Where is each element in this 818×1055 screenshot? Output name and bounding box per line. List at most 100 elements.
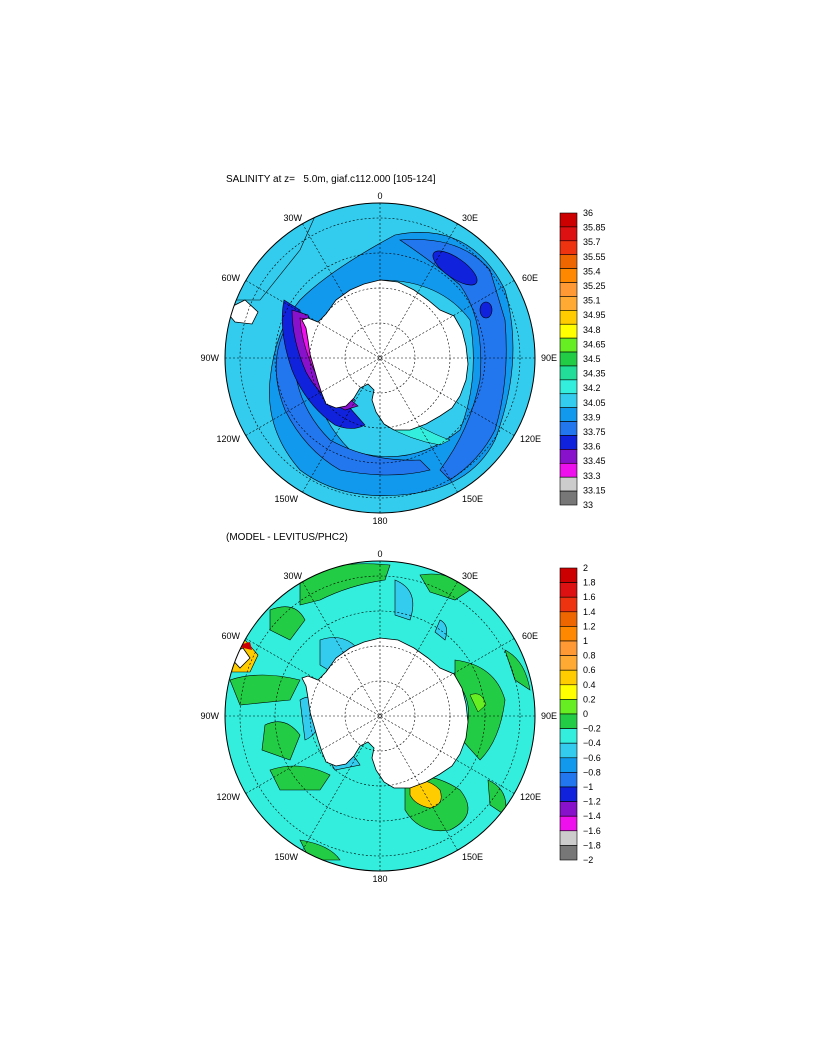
difference-colorbar-swatch <box>559 611 578 627</box>
lon-label-90w-diff: 90W <box>200 711 219 721</box>
difference-colorbar-swatch <box>559 669 578 686</box>
salinity-colorbar-swatch <box>559 254 578 269</box>
salinity-colorbar-swatch <box>559 476 578 492</box>
lon-label-60e-diff: 60E <box>522 631 538 641</box>
salinity-colorbar-swatch <box>559 365 578 381</box>
salinity-colorbar: 36 35.85 35.7 35.55 35.4 35.25 35.1 34.95 34.8 34… <box>559 208 606 510</box>
difference-colorbar-swatch <box>559 655 578 671</box>
lon-label-150w-diff: 150W <box>274 852 298 862</box>
salinity-colorbar-tick-label: 34.65 <box>583 339 606 349</box>
difference-colorbar-swatch <box>559 815 578 832</box>
difference-colorbar-swatch <box>559 772 578 788</box>
difference-colorbar-tick-label: −0.8 <box>583 767 601 777</box>
difference-colorbar-swatch <box>559 596 578 613</box>
salinity-colorbar-swatch <box>559 393 578 408</box>
difference-colorbar-tick-label: −1 <box>583 782 593 792</box>
salinity-colorbar-tick-label: 35.4 <box>583 266 601 276</box>
salinity-colorbar-tick-label: 35.25 <box>583 281 606 291</box>
salinity-colorbar-tick-label: 34.8 <box>583 325 601 335</box>
salinity-colorbar-tick-label: 33 <box>583 500 593 510</box>
difference-colorbar-swatch <box>559 699 578 715</box>
lon-label-120e: 120E <box>520 434 541 444</box>
lon-label-0-diff: 0 <box>377 549 382 559</box>
salinity-colorbar-swatch <box>559 296 578 311</box>
lon-label-150w: 150W <box>274 494 298 504</box>
difference-colorbar-swatch <box>559 713 578 729</box>
lon-label-90e: 90E <box>541 353 557 363</box>
salinity-colorbar-tick-label: 35.85 <box>583 223 606 233</box>
salinity-colorbar-swatch <box>559 323 578 339</box>
difference-colorbar-swatch <box>559 640 578 656</box>
lon-label-0: 0 <box>377 191 382 201</box>
salinity-colorbar-swatch <box>559 435 578 450</box>
salinity-colorbar-swatch <box>559 337 578 353</box>
salinity-colorbar-tick-label: 34.2 <box>583 383 601 393</box>
salinity-colorbar-tick-label: 33.75 <box>583 427 606 437</box>
salinity-colorbar-swatch <box>559 212 578 228</box>
graticule <box>225 203 535 513</box>
difference-colorbar-tick-label: 0.2 <box>583 694 596 704</box>
salinity-colorbar-tick-label: 33.9 <box>583 412 601 422</box>
difference-colorbar-tick-label: −1.6 <box>583 826 601 836</box>
difference-colorbar-tick-label: −1.2 <box>583 797 601 807</box>
salinity-colorbar-swatch <box>559 282 578 297</box>
lon-label-180: 180 <box>372 516 387 526</box>
lon-label-150e: 150E <box>462 494 483 504</box>
difference-colorbar-tick-label: 1 <box>583 636 588 646</box>
lon-label-120w: 120W <box>216 434 240 444</box>
difference-colorbar-tick-label: 0.4 <box>583 680 596 690</box>
difference-colorbar-swatch <box>559 830 578 846</box>
salinity-colorbar-swatch <box>559 462 578 478</box>
map-title-salinity: SALINITY at z= 5.0m, giaf.c112.000 [105-… <box>226 174 436 185</box>
difference-colorbar-tick-label: −2 <box>583 855 593 865</box>
difference-colorbar-tick-label: 2 <box>583 563 588 573</box>
difference-colorbar-tick-label: 1.8 <box>583 578 596 588</box>
difference-colorbar-tick-label: 1.4 <box>583 607 596 617</box>
difference-colorbar-swatch <box>559 582 578 598</box>
salinity-map: 0 30E 60E 90E 120E 150E 180 150W 120W 90… <box>200 191 557 526</box>
difference-colorbar: 2 1.8 1.6 1.4 1.2 1 0.8 0.6 0.4 0.2 0 −0.2 −0.4 −0.6 −… <box>559 563 601 865</box>
difference-colorbar-swatch <box>559 567 578 583</box>
lon-label-120w-diff: 120W <box>216 792 240 802</box>
difference-colorbar-swatch <box>559 684 578 700</box>
lon-label-60e: 60E <box>522 273 538 283</box>
lon-label-60w: 60W <box>221 273 240 283</box>
salinity-colorbar-tick-label: 34.95 <box>583 310 606 320</box>
difference-colorbar-swatch <box>559 757 578 773</box>
difference-colorbar-tick-label: 1.6 <box>583 592 596 602</box>
lon-label-30w-diff: 30W <box>283 571 302 581</box>
salinity-lens-east <box>432 250 478 286</box>
lon-label-90e-diff: 90E <box>541 711 557 721</box>
difference-colorbar-tick-label: −0.6 <box>583 753 601 763</box>
difference-colorbar-swatch <box>559 742 578 759</box>
difference-map: 0 30E 60E 90E 120E 150E 180 150W 120W 90… <box>200 549 557 884</box>
salinity-colorbar-tick-label: 33.3 <box>583 471 601 481</box>
salinity-colorbar-tick-label: 35.55 <box>583 252 606 262</box>
graticule-diff <box>225 561 535 871</box>
difference-colorbar-tick-label: −0.4 <box>583 738 601 748</box>
lon-label-60w-diff: 60W <box>221 631 240 641</box>
lon-label-180-diff: 180 <box>372 874 387 884</box>
salinity-colorbar-swatch <box>559 449 578 464</box>
lon-label-30w: 30W <box>283 213 302 223</box>
salinity-colorbar-swatch <box>559 407 578 422</box>
salinity-band-33-75-west <box>275 319 431 476</box>
salinity-colorbar-swatch <box>559 310 578 325</box>
difference-colorbar-tick-label: −1.4 <box>583 811 601 821</box>
difference-colorbar-swatch <box>559 626 578 642</box>
salinity-colorbar-swatch <box>559 421 578 436</box>
lon-label-120e-diff: 120E <box>520 792 541 802</box>
lon-label-90w: 90W <box>200 353 219 363</box>
salinity-colorbar-swatch <box>559 226 578 242</box>
lon-label-150e-diff: 150E <box>462 852 483 862</box>
salinity-colorbar-tick-label: 34.35 <box>583 369 606 379</box>
salinity-colorbar-tick-label: 36 <box>583 208 593 218</box>
lon-label-30e-diff: 30E <box>462 571 478 581</box>
salinity-colorbar-tick-label: 34.05 <box>583 398 606 408</box>
lon-label-30e: 30E <box>462 213 478 223</box>
difference-colorbar-tick-label: −1.8 <box>583 840 601 850</box>
difference-colorbar-tick-label: −0.2 <box>583 724 601 734</box>
salinity-colorbar-tick-label: 35.7 <box>583 237 601 247</box>
difference-colorbar-swatch <box>559 728 578 744</box>
